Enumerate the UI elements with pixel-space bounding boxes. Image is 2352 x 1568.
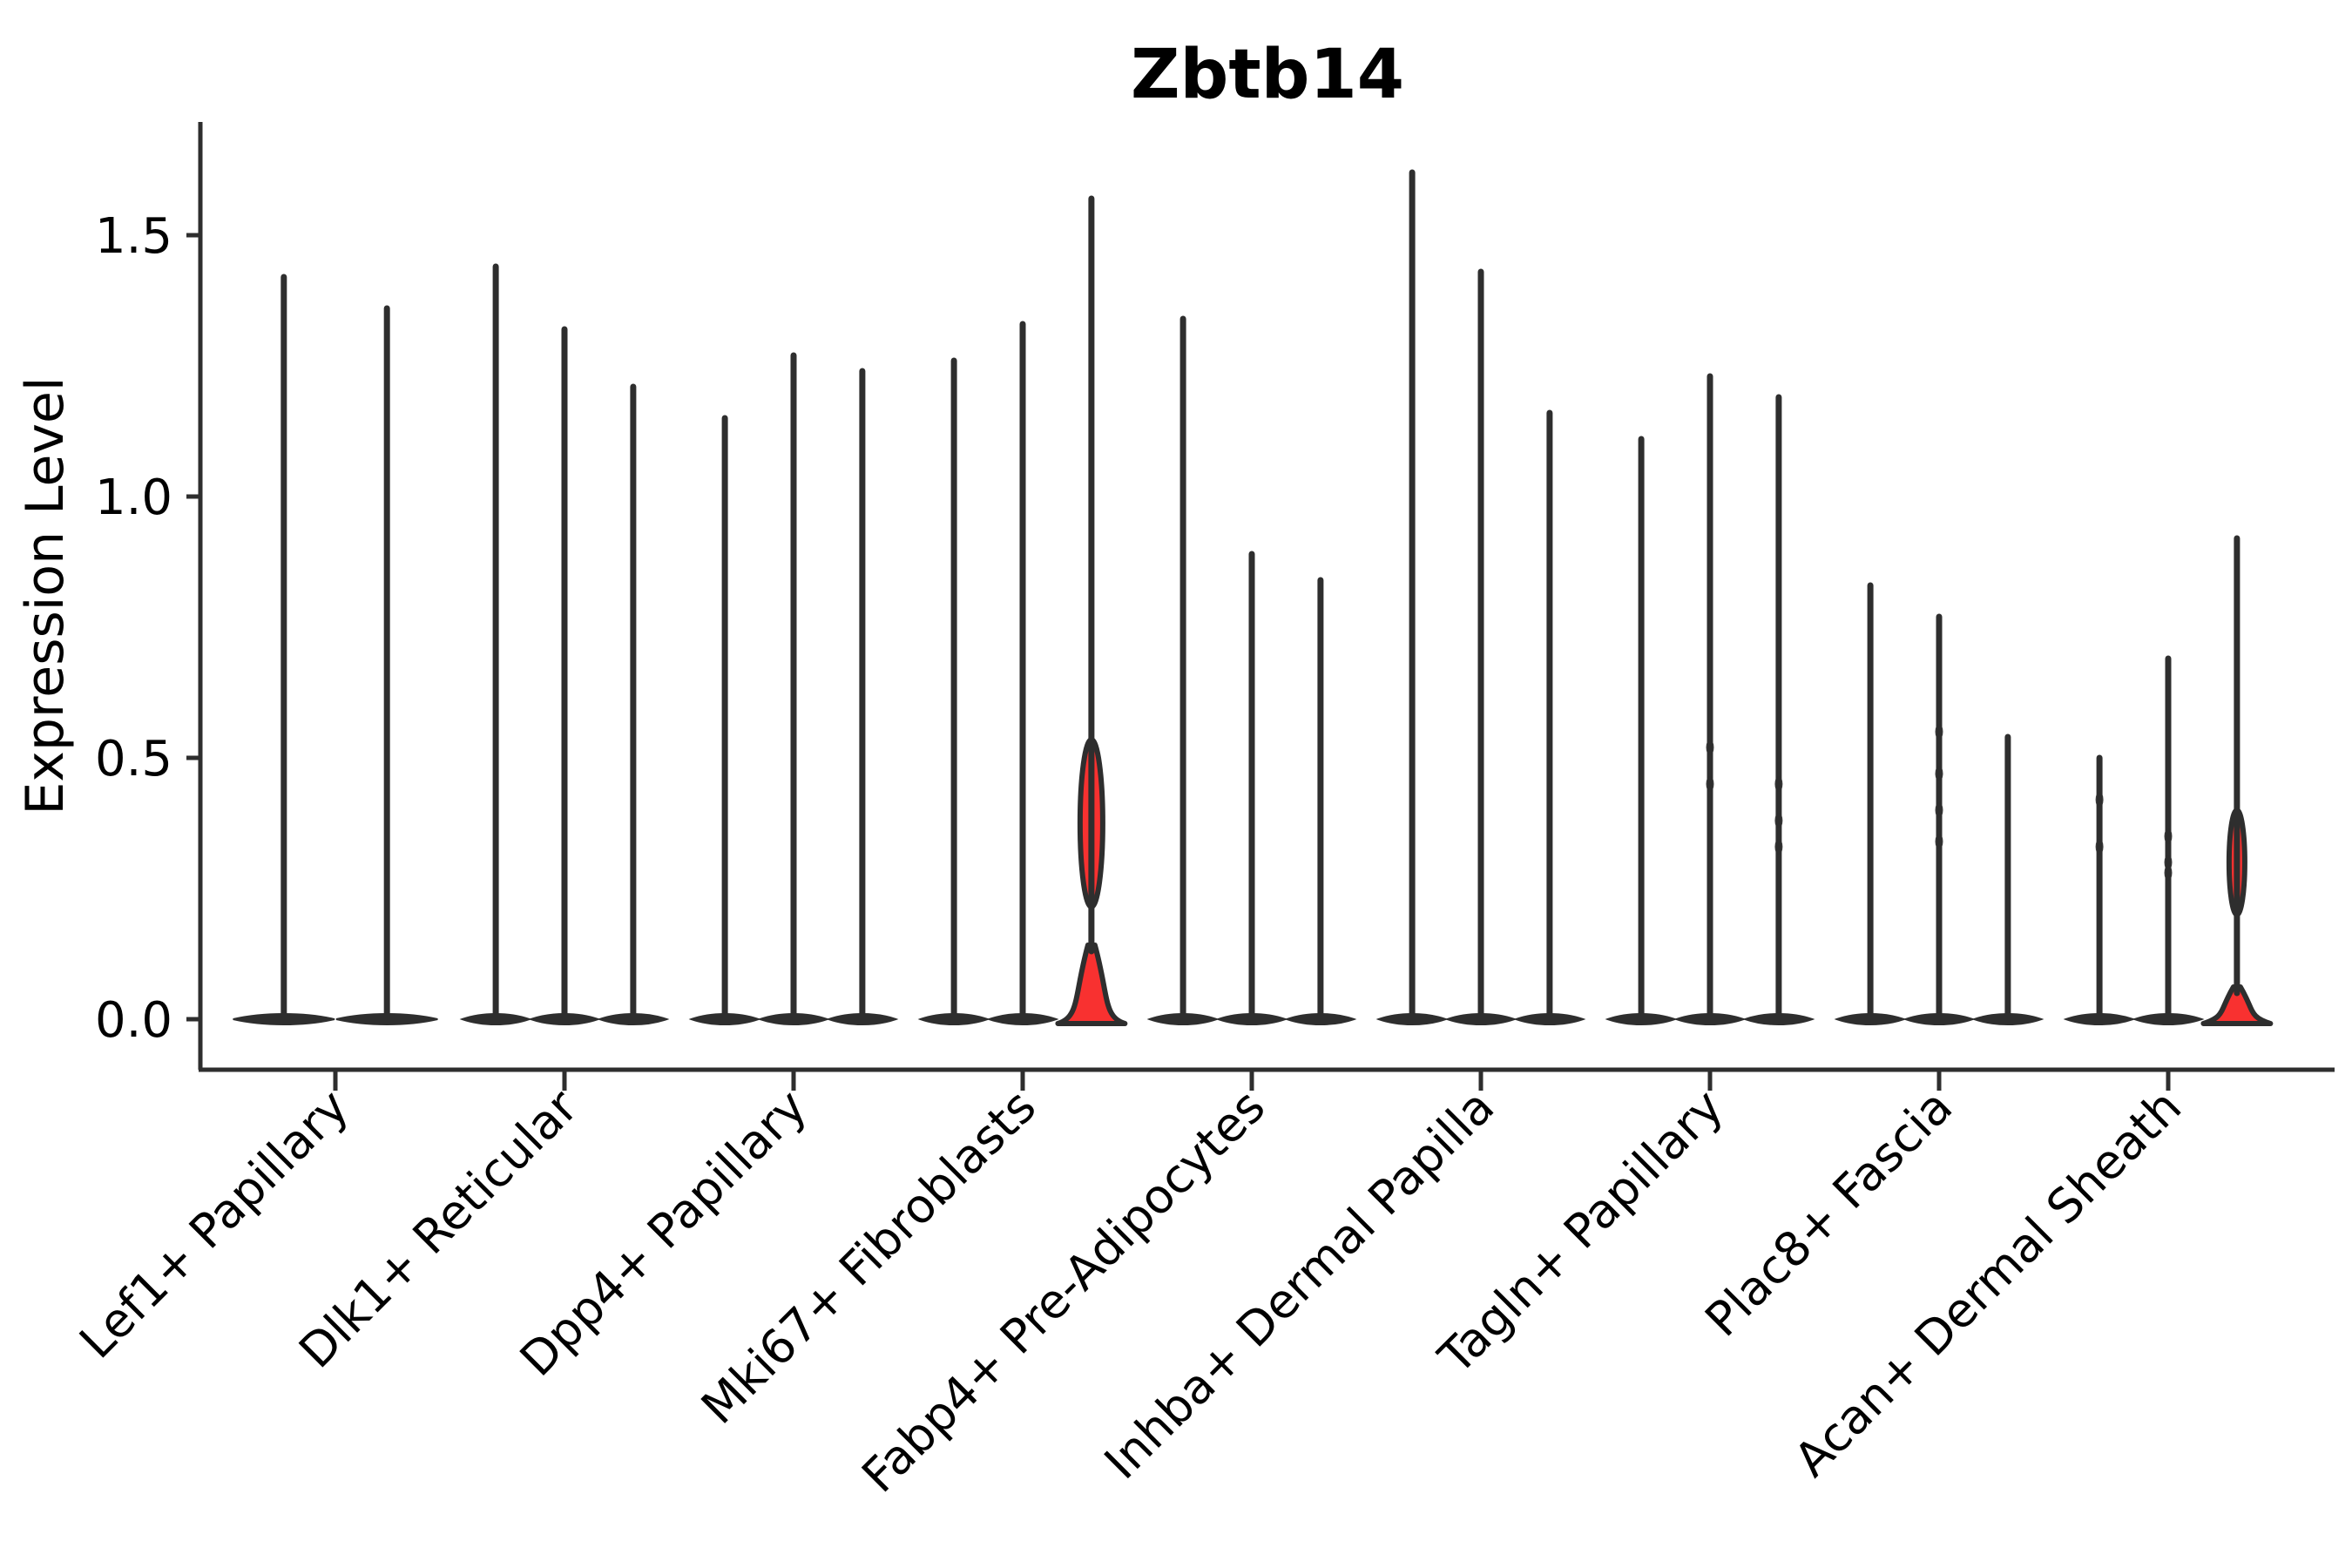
violin-mark xyxy=(2164,828,2173,844)
violin-mark xyxy=(1774,776,1783,792)
y-tick-label: 0.0 xyxy=(95,992,172,1049)
violin-mark xyxy=(1935,802,1943,818)
violin-mark xyxy=(1706,740,1714,755)
violin-mark xyxy=(1774,839,1783,855)
violins xyxy=(233,169,2274,1026)
violin-flare xyxy=(2200,984,2274,1026)
violin-mark xyxy=(2095,792,2104,808)
chart-title: Zbtb14 xyxy=(1131,36,1404,114)
violin-mark xyxy=(1935,834,1943,849)
violin-mark xyxy=(2164,865,2173,881)
y-tick-label: 1.5 xyxy=(95,208,172,265)
violin-mark xyxy=(2095,839,2104,855)
violin-mark xyxy=(1935,724,1943,740)
violin-mark xyxy=(1774,813,1783,828)
x-tick-label: Fabp4+ Pre-Adipocytes xyxy=(851,1079,1275,1504)
violin-flare xyxy=(1055,943,1128,1026)
x-tick-label: Acan+ Dermal Sheath xyxy=(1784,1079,2192,1487)
violin-mark xyxy=(1935,766,1943,781)
x-tick-label: Plac8+ Fascia xyxy=(1694,1079,1963,1348)
y-tick-label: 1.0 xyxy=(95,470,172,526)
y-axis-label: Expression Level xyxy=(15,376,76,814)
violin-mark xyxy=(1706,776,1714,792)
y-tick-label: 0.5 xyxy=(95,731,172,787)
x-tick-label: Inhba+ Dermal Papilla xyxy=(1094,1079,1504,1490)
